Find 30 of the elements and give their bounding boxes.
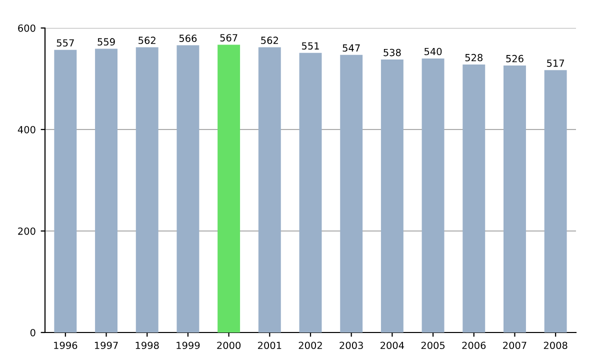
data-label: 538: [384, 48, 401, 56]
data-label: 566: [179, 34, 197, 42]
x-tick-label: 1997: [94, 342, 118, 350]
x-tick-label: 2003: [340, 342, 363, 350]
x-tick-label: 2001: [258, 342, 282, 350]
y-tick-label: 400: [18, 126, 36, 134]
y-tick-label: 0: [30, 328, 36, 336]
data-label: 559: [98, 38, 115, 46]
data-label: 528: [465, 54, 482, 62]
data-label: 547: [342, 44, 360, 52]
data-label: 562: [138, 36, 156, 44]
y-tick-label: 600: [18, 24, 36, 32]
data-label: 551: [302, 42, 319, 50]
x-tick-label: 1999: [176, 342, 200, 350]
x-tick-label: 1996: [54, 342, 78, 350]
data-label: 557: [56, 39, 74, 47]
x-tick-label: 2002: [298, 342, 322, 350]
x-tick-label: 2004: [380, 342, 404, 350]
x-tick-label: 2007: [503, 342, 526, 350]
x-tick-label: 1998: [136, 342, 159, 350]
y-tick-label: 200: [18, 227, 36, 235]
data-label: 567: [220, 34, 238, 42]
data-label: 562: [261, 36, 278, 44]
x-tick-label: 2005: [421, 342, 445, 350]
data-label: 517: [547, 60, 564, 67]
data-label: 526: [506, 54, 524, 62]
x-tick-label: 2006: [462, 342, 486, 350]
data-label: 540: [424, 48, 442, 56]
x-tick-label: 2000: [217, 342, 241, 350]
x-tick-label: 2008: [544, 342, 568, 350]
